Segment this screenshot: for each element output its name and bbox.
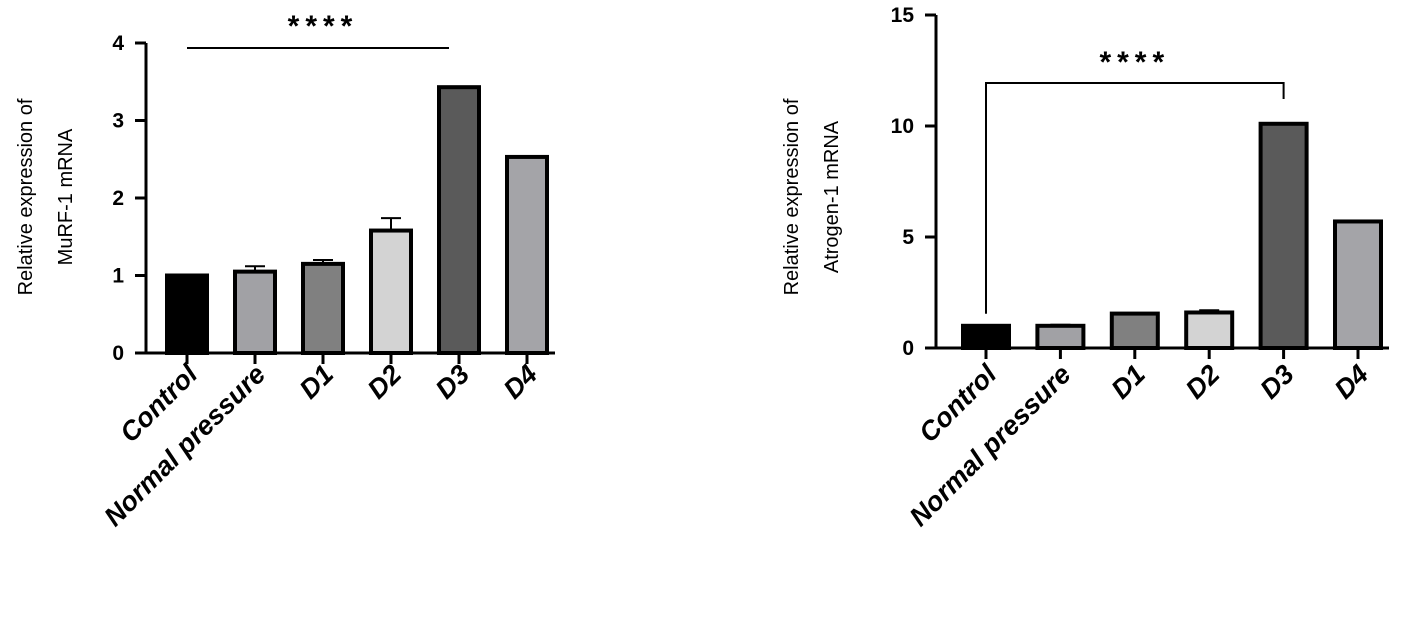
- y-tick-label: 1: [112, 265, 124, 288]
- y-axis-label: Relative expression of: [781, 98, 803, 295]
- bar-d1: [301, 261, 345, 355]
- y-tick-label: 3: [112, 110, 124, 133]
- x-tick-label: D3: [430, 359, 476, 405]
- significance-label: ****: [1099, 46, 1170, 79]
- x-tick-label: D2: [362, 359, 408, 405]
- bar-d4: [1333, 219, 1383, 351]
- y-tick-label: 4: [112, 32, 124, 55]
- bar-d1: [1109, 311, 1160, 350]
- bar-normal-pressure: [233, 269, 277, 355]
- y-tick-label: 0: [112, 342, 124, 365]
- bar-normal-pressure: [1035, 323, 1086, 350]
- x-tick-label: D1: [1105, 359, 1151, 405]
- x-tick-label: D1: [294, 359, 340, 405]
- bar-d2: [1184, 310, 1235, 351]
- bar-control: [961, 323, 1011, 350]
- bar-control: [165, 273, 209, 355]
- x-tick-label: D4: [498, 359, 544, 405]
- y-axis-label: Relative expression of: [15, 98, 37, 295]
- y-tick-label: 0: [902, 337, 914, 360]
- y-axis-label: Atrogen-1 mRNA: [821, 120, 843, 273]
- y-tick-label: 10: [891, 115, 914, 138]
- y-axis-label: MuRF-1 mRNA: [55, 128, 77, 265]
- y-tick-label: 15: [891, 4, 915, 27]
- y-tick-label: 5: [902, 226, 914, 249]
- x-tick-label: D3: [1254, 359, 1300, 405]
- x-tick-label: D2: [1180, 359, 1226, 405]
- bar-d2: [369, 228, 413, 355]
- bar-d4: [505, 154, 549, 355]
- bar-d3: [1258, 121, 1309, 350]
- significance-bracket: [985, 82, 1285, 314]
- y-tick-label: 2: [112, 187, 124, 210]
- bar-d3: [437, 85, 481, 356]
- x-tick-label: D4: [1329, 359, 1375, 405]
- significance-label: ****: [288, 10, 359, 43]
